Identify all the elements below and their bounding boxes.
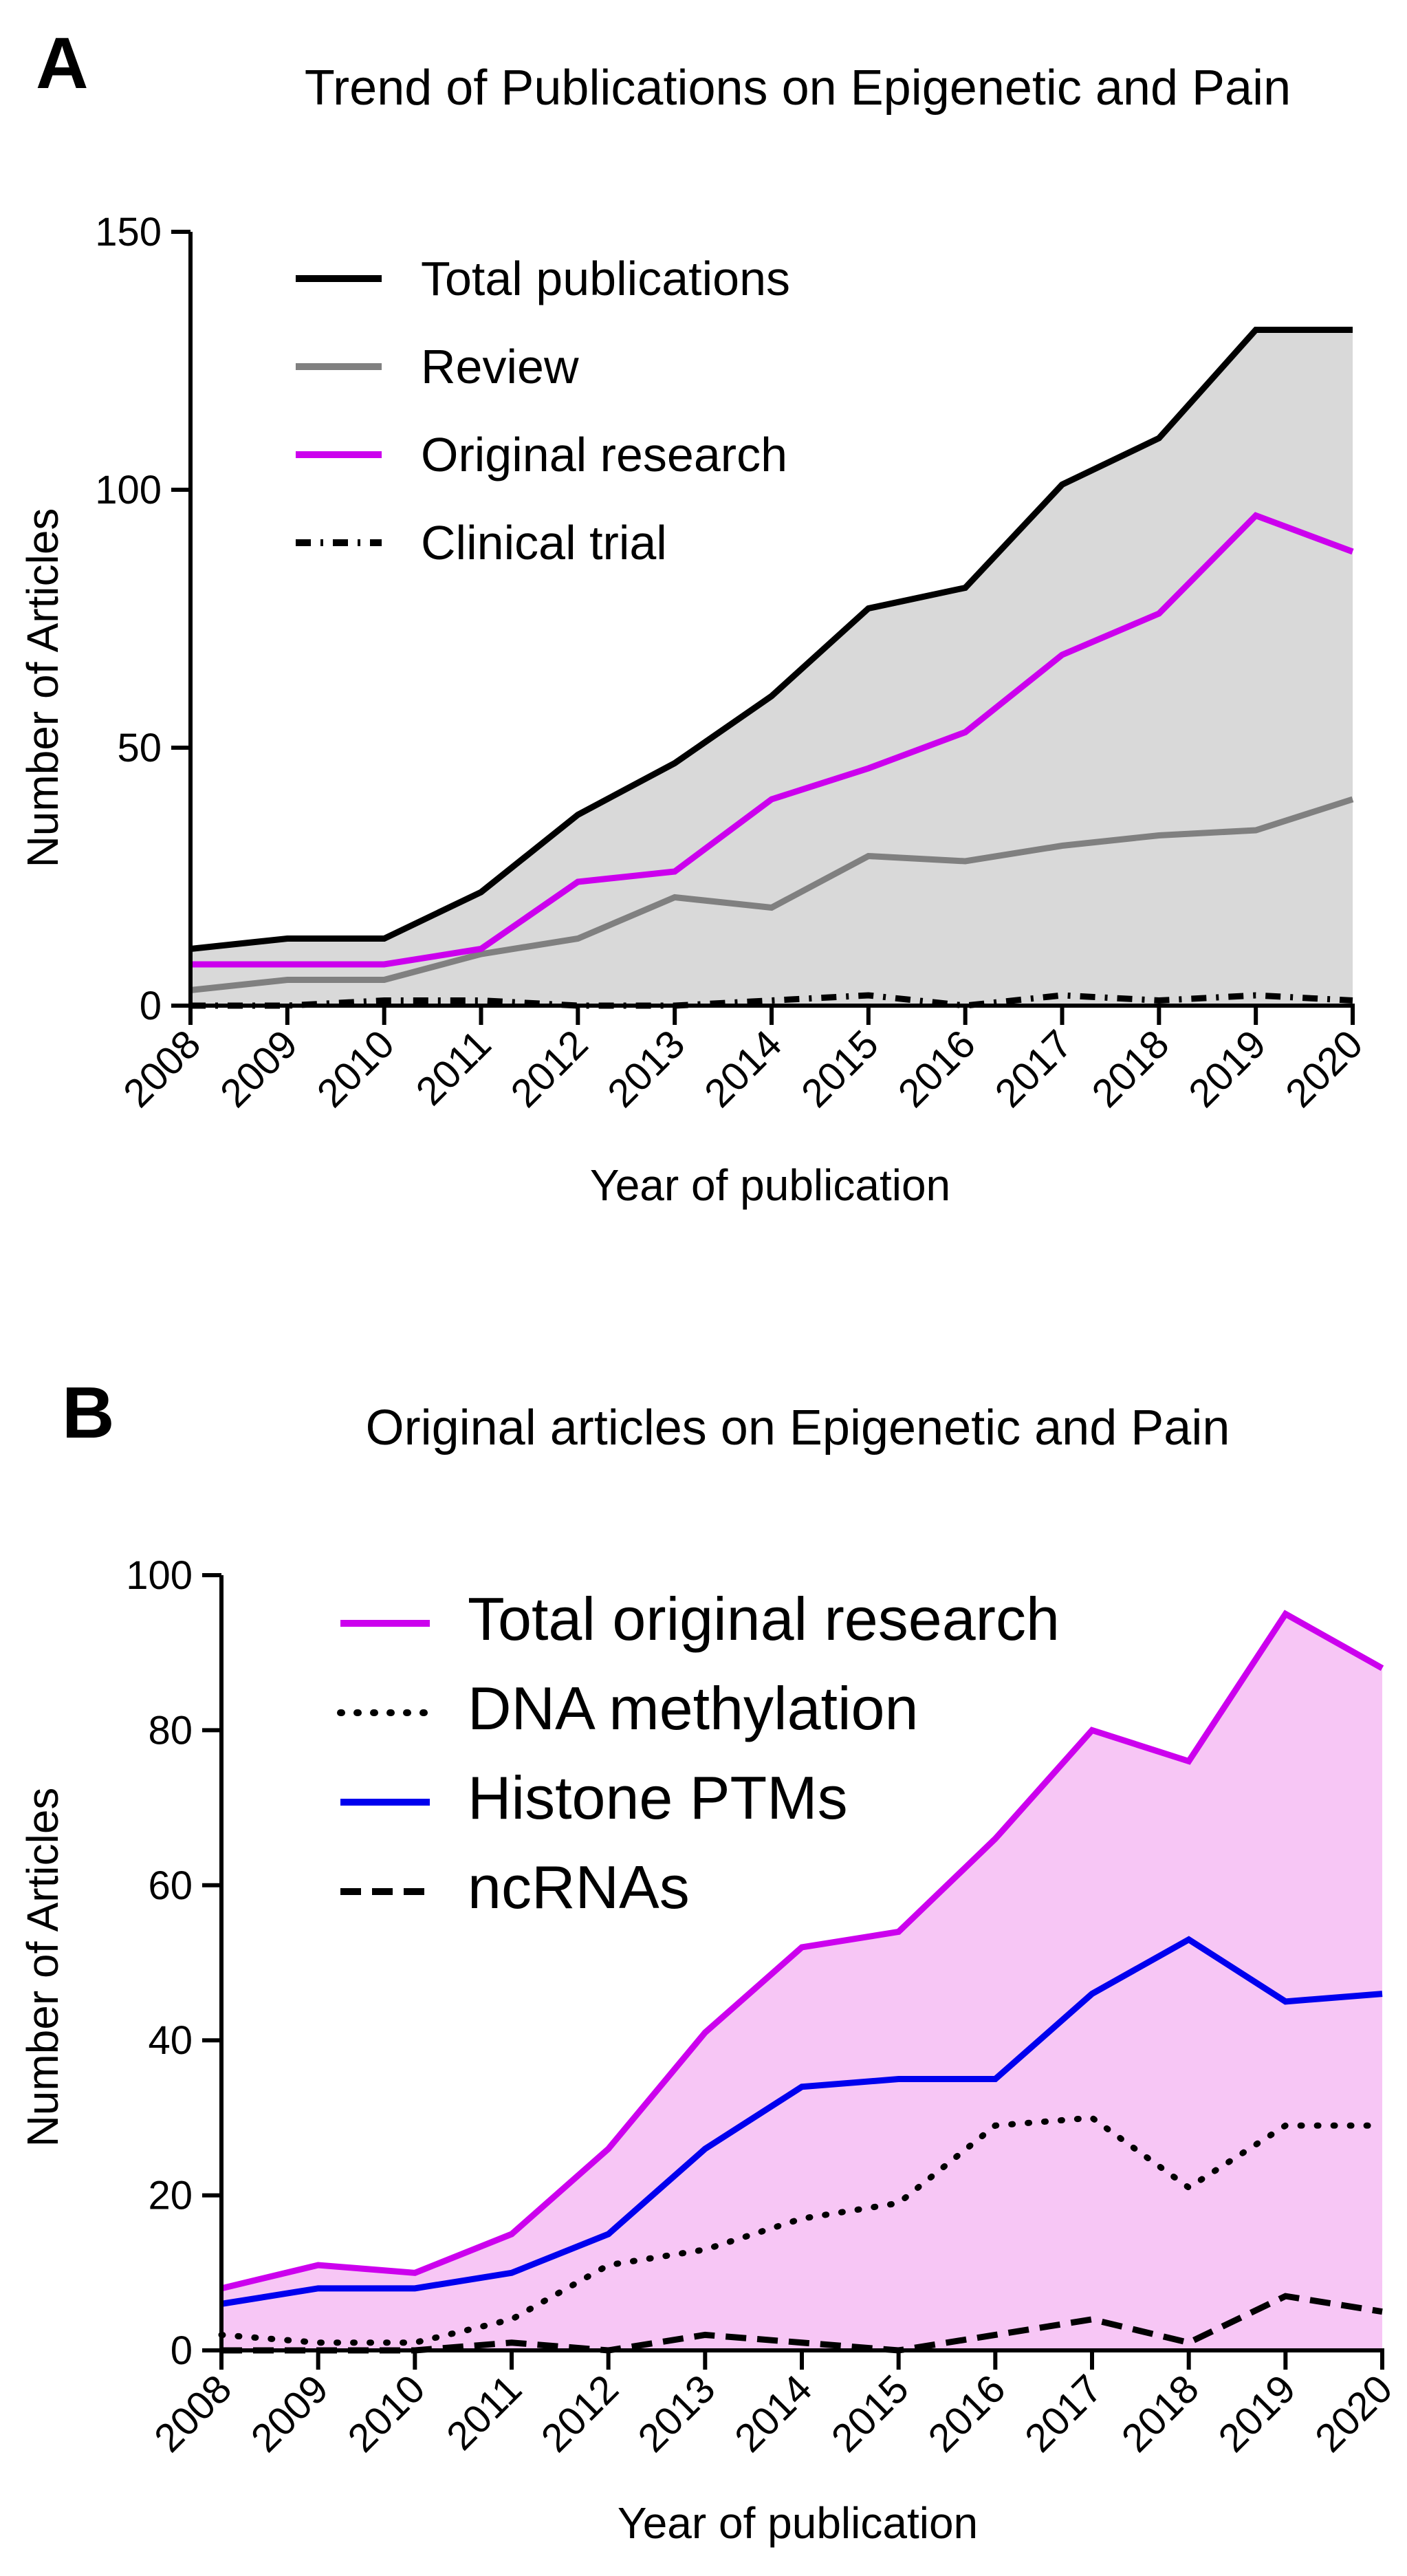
- panel-b-legend-label-dna-methylation: DNA methylation: [468, 1674, 918, 1742]
- panel-a-x-tick-label-2015: 2015: [793, 1021, 887, 1116]
- panel-a-title: Trend of Publications on Epigenetic and …: [305, 61, 1291, 116]
- panel-b-legend-label-ncrnas: ncRNAs: [468, 1853, 690, 1921]
- panel-a-x-tick-label-2019: 2019: [1180, 1021, 1274, 1116]
- panel-b-x-tick-label-2017: 2017: [1016, 2366, 1111, 2460]
- panel-a-series-line-original-research: [190, 512, 1354, 968]
- panel-b-y-tick-label-0: 0: [171, 2328, 193, 2373]
- panel-a-lines-layer: [190, 327, 1354, 1009]
- panel-b-y-tick-label-20: 20: [148, 2174, 193, 2218]
- panel-b-area-layer: [221, 1614, 1382, 2350]
- panel-b-x-tick-label-2013: 2013: [629, 2366, 723, 2460]
- panel-b-series-line-total-original-research: [220, 1610, 1384, 2292]
- panel-b-y-tick-label-80: 80: [148, 1708, 193, 1753]
- panel-a-y-tick-label-0: 0: [140, 984, 162, 1028]
- panel-a-legend-label-review: Review: [421, 340, 579, 393]
- panel-b-series-line-histone-ptms: [221, 1936, 1383, 2307]
- panel-b-x-axis-title: Year of publication: [618, 2498, 978, 2548]
- panel-b-x-tick-label-2008: 2008: [146, 2366, 240, 2460]
- panel-b-x-tick-label-2015: 2015: [823, 2366, 917, 2460]
- panel-b-x-tick-label-2010: 2010: [339, 2366, 433, 2460]
- panel-a-series-line-clinical-trial: [190, 992, 1353, 1009]
- panel-a-y-axis-title: Number of Articles: [18, 508, 67, 868]
- panel-a-x-tick-label-2008: 2008: [115, 1021, 209, 1116]
- panel-a-area-layer: [190, 329, 1353, 1006]
- panel-a-y-tick-label-100: 100: [95, 468, 162, 512]
- panel-b-area-fill: [221, 1614, 1382, 2350]
- panel-a-x-tick-label-2020: 2020: [1277, 1021, 1371, 1116]
- panel-b-legend: Total original research DNA methylation Hi…: [337, 1585, 1060, 1921]
- panel-b-label: B: [62, 1372, 115, 1453]
- panel-b-x-tick-label-2020: 2020: [1307, 2366, 1401, 2460]
- panel-a-legend-label-clinical-trial: Clinical trial: [421, 516, 667, 570]
- panel-b-y-tick-label-60: 60: [148, 1863, 193, 1908]
- panel-b-legend-label-histone-ptms: Histone PTMs: [468, 1764, 848, 1832]
- panel-a-x-tick-label-2017: 2017: [986, 1021, 1080, 1116]
- panel-a-label: A: [36, 23, 89, 104]
- panel-a-series-line-total-publications: [190, 327, 1353, 952]
- panel-a-x-tick-label-2010: 2010: [309, 1021, 403, 1116]
- panel-a: A Trend of Publications on Epigenetic an…: [18, 23, 1371, 1210]
- panel-b-y-axis-title: Number of Articles: [18, 1788, 67, 2147]
- panel-b-x-tick-label-2009: 2009: [243, 2366, 337, 2460]
- panel-a-legend-label-total-publications: Total publications: [421, 252, 790, 305]
- panel-b-series-line-dna-methylation: [218, 2114, 1386, 2346]
- panel-a-x-tick-label-2009: 2009: [212, 1021, 306, 1116]
- panel-a-x-tick-label-2018: 2018: [1083, 1021, 1177, 1116]
- panel-a-x-tick-label-2014: 2014: [696, 1021, 790, 1116]
- panel-a-x-tick-label-2012: 2012: [502, 1021, 596, 1116]
- panel-b-y-tick-label-100: 100: [126, 1553, 193, 1598]
- panel-a-y-tick-label-50: 50: [117, 726, 162, 770]
- panel-b-x-tick-label-2018: 2018: [1113, 2366, 1208, 2460]
- panel-b-title: Original articles on Epigenetic and Pain: [366, 1400, 1230, 1455]
- panel-b-x-tick-label-2016: 2016: [919, 2366, 1014, 2460]
- panel-b-x-tick-label-2012: 2012: [533, 2366, 627, 2460]
- panel-b-legend-label-total-original-research: Total original research: [468, 1585, 1060, 1653]
- panel-a-x-axis-title: Year of publication: [590, 1160, 950, 1210]
- panel-a-y-tick-label-150: 150: [95, 210, 162, 255]
- panel-b-x-tick-label-2014: 2014: [726, 2366, 820, 2460]
- panel-b-x-tick-label-2011: 2011: [438, 2366, 530, 2458]
- panel-b-y-tick-label-40: 40: [148, 2018, 193, 2063]
- panel-a-x-tick-label-2011: 2011: [408, 1021, 500, 1114]
- panel-a-x-tick-label-2016: 2016: [890, 1021, 984, 1116]
- panel-a-series-line-review: [190, 796, 1354, 993]
- panel-a-legend-label-original-research: Original research: [421, 428, 787, 481]
- panel-a-x-tick-label-2013: 2013: [599, 1021, 693, 1116]
- panel-a-legend: Total publications Review Original researc…: [296, 252, 790, 570]
- panel-b: B Original articles on Epigenetic and Pa…: [18, 1372, 1401, 2548]
- panel-b-x-tick-label-2019: 2019: [1210, 2366, 1304, 2460]
- panel-a-area-fill: [190, 329, 1353, 1006]
